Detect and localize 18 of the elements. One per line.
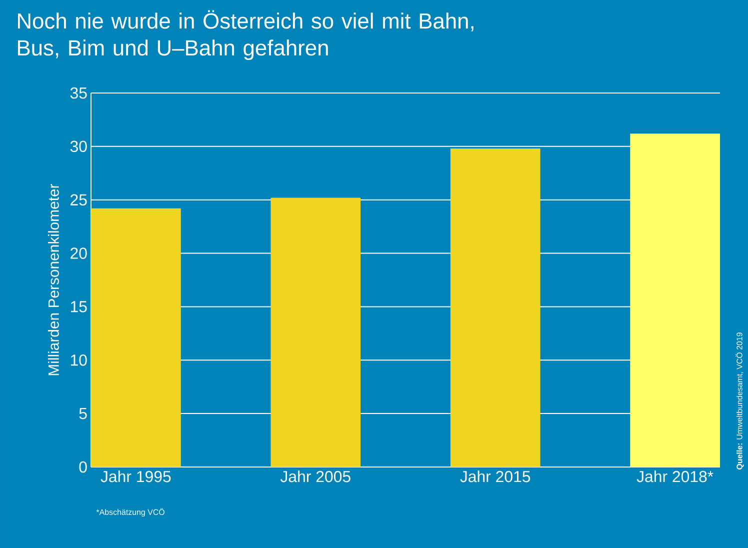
x-tick-label: Jahr 2018*	[636, 470, 714, 482]
x-tick-label: Jahr 2015	[460, 470, 530, 482]
y-tick-label: 25	[70, 194, 87, 206]
y-tick-label: 0	[79, 461, 87, 473]
x-tick-label: Jahr 1995	[100, 470, 171, 482]
y-tick-label: 35	[70, 87, 87, 99]
bar	[91, 208, 181, 467]
bar	[450, 148, 540, 467]
chart-title: Noch nie wurde in Österreich so viel mit Bahn, Bus, Bim und U–Bahn gefahren	[18, 10, 474, 60]
y-tick-label: 10	[70, 354, 87, 366]
y-axis-title: Milliarden Personenkilometer	[48, 184, 59, 376]
bar	[270, 198, 361, 467]
y-tick-label: 15	[70, 301, 87, 312]
y-tick-label: 20	[70, 248, 87, 259]
x-tick-label: Jahr 2005	[280, 470, 350, 482]
bar	[630, 134, 720, 467]
y-tick-label: 5	[79, 408, 87, 420]
y-tick-label: 30	[70, 140, 87, 152]
